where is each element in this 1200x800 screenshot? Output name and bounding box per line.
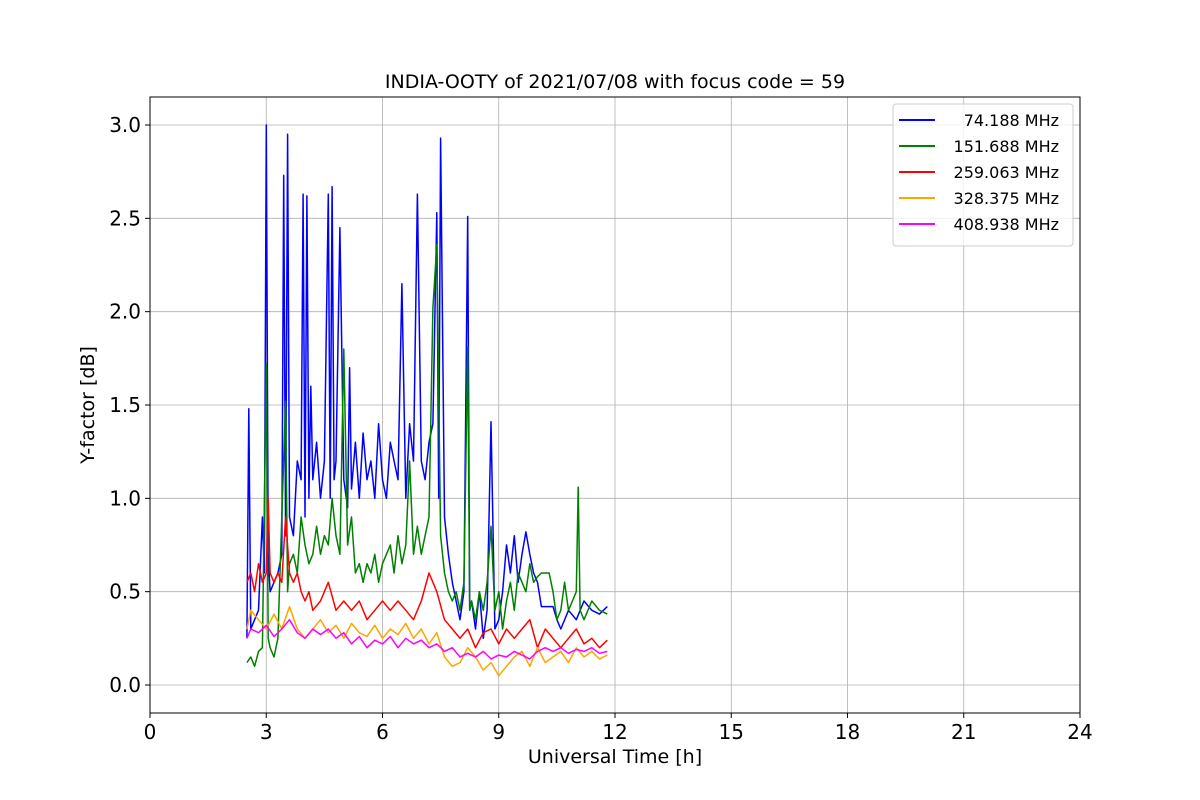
x-tick-label: 0 bbox=[144, 720, 157, 744]
legend-label: 151.688 MHz bbox=[954, 137, 1059, 156]
y-tick-label: 1.5 bbox=[109, 393, 141, 417]
ticks: 0 3 6 9 12 15 18 21 24 0.0 0.5 1.0 1.5 2.0 2.5 3.0 bbox=[109, 113, 1093, 744]
y-tick-label: 0.5 bbox=[109, 580, 141, 604]
legend: 74.188 MHz 151.688 MHz 259.063 MHz 328.375 … bbox=[892, 103, 1074, 247]
legend-label: 408.938 MHz bbox=[954, 215, 1059, 234]
y-tick-label: 3.0 bbox=[109, 113, 141, 137]
x-axis-label: Universal Time [h] bbox=[528, 746, 702, 768]
x-tick-label: 24 bbox=[1067, 720, 1092, 744]
x-tick-label: 3 bbox=[260, 720, 273, 744]
series-line bbox=[246, 243, 608, 668]
y-tick-label: 2.0 bbox=[109, 300, 141, 324]
chart-title: INDIA-OOTY of 2021/07/08 with focus code… bbox=[385, 71, 845, 93]
y-tick-label: 1.0 bbox=[109, 486, 141, 510]
legend-label: 328.375 MHz bbox=[954, 189, 1059, 208]
x-tick-label: 18 bbox=[835, 720, 860, 744]
series-line bbox=[246, 497, 608, 649]
series-line bbox=[246, 124, 608, 640]
x-tick-label: 15 bbox=[719, 720, 744, 744]
x-tick-label: 9 bbox=[492, 720, 505, 744]
legend-label: 74.188 MHz bbox=[964, 111, 1059, 130]
series-line bbox=[246, 618, 608, 660]
y-tick-label: 2.5 bbox=[109, 206, 141, 230]
y-axis-label: Y-factor [dB] bbox=[77, 346, 99, 465]
legend-box bbox=[892, 103, 1074, 247]
x-tick-label: 6 bbox=[376, 720, 389, 744]
legend-label: 259.063 MHz bbox=[954, 163, 1059, 182]
series-layer bbox=[246, 124, 608, 677]
y-tick-label: 0.0 bbox=[109, 673, 141, 697]
x-tick-label: 21 bbox=[951, 720, 976, 744]
x-tick-label: 12 bbox=[602, 720, 627, 744]
